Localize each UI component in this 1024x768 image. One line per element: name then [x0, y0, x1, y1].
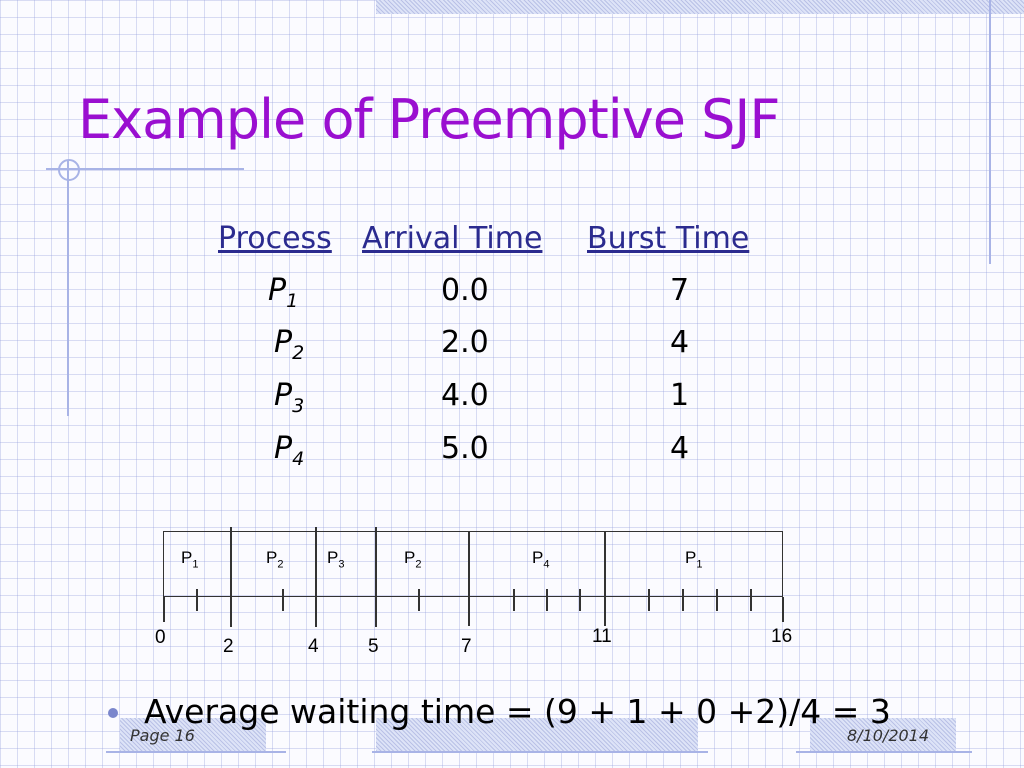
time-label-2: 2 [223, 636, 234, 657]
axis-tick [196, 589, 198, 611]
axis-tick [579, 589, 581, 611]
top-right-banner [376, 0, 1024, 14]
footer-line-right [796, 751, 972, 753]
row-p2-arrival: 2.0 [441, 325, 489, 360]
crosshair-circle [58, 159, 80, 181]
footer-bar-center [376, 718, 698, 751]
gantt-label-p1b: P1 [685, 548, 703, 571]
gantt-label-p2b: P2 [404, 548, 422, 571]
bullet-icon [108, 708, 118, 718]
gantt-label-p3: P3 [327, 548, 345, 571]
gantt-label-p2a: P2 [266, 548, 284, 571]
axis-tick [513, 589, 515, 611]
footer-page-number: Page 16 [130, 726, 195, 745]
axis-tick [782, 597, 784, 622]
row-p4-burst: 4 [670, 431, 690, 466]
gantt-label-p4: P4 [532, 548, 550, 571]
header-process: Process [218, 221, 332, 256]
gantt-frame [163, 531, 783, 597]
axis-tick [750, 589, 752, 611]
header-arrival-time: Arrival Time [362, 221, 543, 256]
gantt-divider-11 [604, 531, 606, 626]
row-p2-name: P2 [274, 325, 305, 364]
row-p1-burst: 7 [670, 273, 690, 308]
time-label-11: 11 [592, 626, 612, 647]
time-label-16: 16 [771, 626, 793, 647]
axis-tick [716, 589, 718, 611]
row-p1-name: P1 [268, 273, 299, 312]
gantt-divider-4 [315, 527, 317, 627]
row-p1-arrival: 0.0 [441, 273, 489, 308]
time-label-0: 0 [155, 627, 166, 648]
row-p3-arrival: 4.0 [441, 378, 489, 413]
header-burst-time: Burst Time [587, 221, 750, 256]
row-p4-arrival: 5.0 [441, 431, 489, 466]
gantt-label-p1a: P1 [181, 548, 199, 571]
time-label-7: 7 [461, 636, 472, 657]
axis-tick [282, 589, 284, 611]
row-p3-name: P3 [274, 378, 305, 417]
time-label-4: 4 [308, 636, 319, 657]
average-waiting-time-text: Average waiting time = (9 + 1 + 0 +2)/4 … [144, 692, 891, 731]
row-p2-burst: 4 [670, 325, 690, 360]
axis-tick [682, 589, 684, 611]
footer-line-left [106, 751, 286, 753]
time-label-5: 5 [368, 636, 379, 657]
axis-tick [163, 597, 165, 622]
title-underline [46, 168, 244, 170]
right-decor-line [989, 0, 991, 264]
axis-tick [546, 589, 548, 611]
footer-date: 8/10/2014 [847, 726, 930, 745]
gantt-divider-7 [468, 531, 470, 626]
gantt-divider-5 [375, 527, 377, 627]
footer-bar-right [810, 718, 956, 751]
footer-bar-left [120, 718, 266, 751]
axis-tick [648, 589, 650, 611]
footer-line-center [372, 751, 708, 753]
axis-tick [418, 589, 420, 611]
gantt-divider-2 [230, 527, 232, 627]
slide-title: Example of Preemptive SJF [78, 88, 780, 151]
row-p3-burst: 1 [670, 378, 690, 413]
left-decor-line [67, 160, 69, 416]
row-p4-name: P4 [274, 431, 305, 470]
